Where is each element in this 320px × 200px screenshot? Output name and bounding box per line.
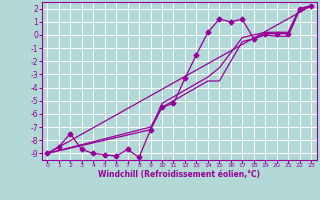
X-axis label: Windchill (Refroidissement éolien,°C): Windchill (Refroidissement éolien,°C)	[98, 170, 260, 179]
